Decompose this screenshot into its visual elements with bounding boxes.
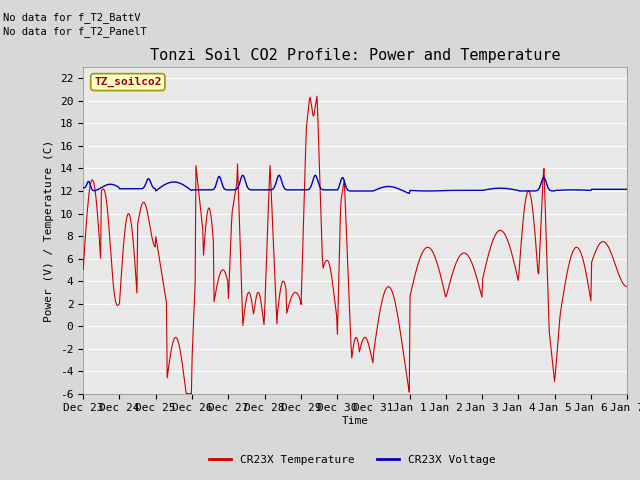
- Legend: CR23X Temperature, CR23X Voltage: CR23X Temperature, CR23X Voltage: [204, 451, 500, 469]
- Y-axis label: Power (V) / Temperature (C): Power (V) / Temperature (C): [44, 139, 54, 322]
- Text: No data for f_T2_PanelT: No data for f_T2_PanelT: [3, 26, 147, 37]
- Text: TZ_soilco2: TZ_soilco2: [94, 77, 161, 87]
- Title: Tonzi Soil CO2 Profile: Power and Temperature: Tonzi Soil CO2 Profile: Power and Temper…: [150, 48, 561, 63]
- Text: No data for f_T2_BattV: No data for f_T2_BattV: [3, 12, 141, 23]
- X-axis label: Time: Time: [342, 416, 369, 426]
